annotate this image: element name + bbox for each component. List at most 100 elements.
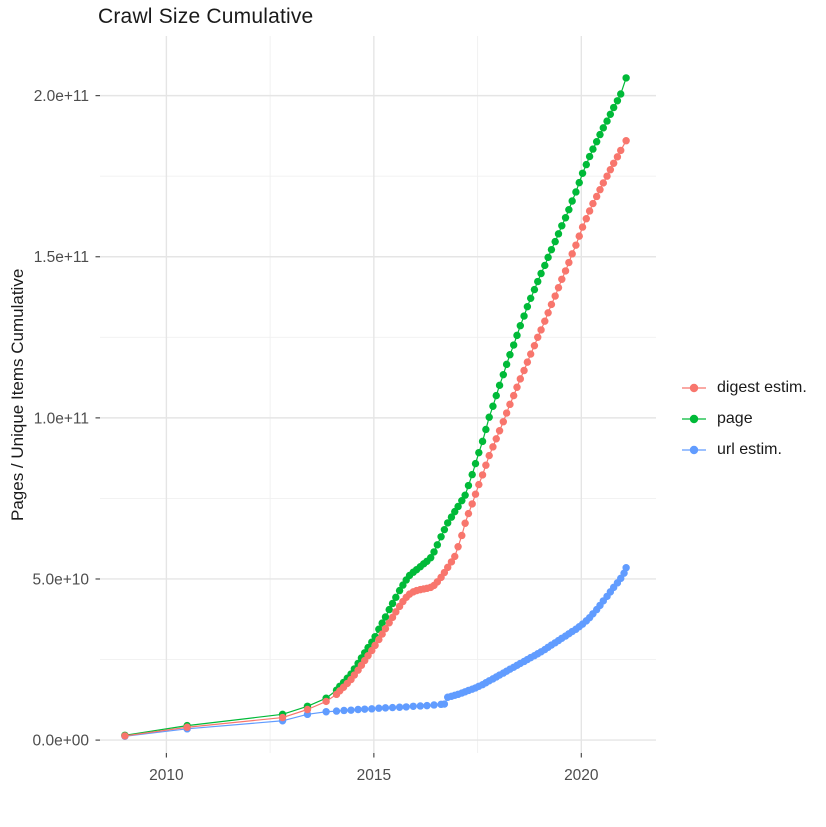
data-point xyxy=(433,541,442,549)
series-line-url-estim xyxy=(124,567,627,737)
axis-ticks xyxy=(95,95,582,758)
data-point xyxy=(551,237,559,246)
data-point xyxy=(544,253,552,262)
data-point xyxy=(485,451,493,460)
data-point xyxy=(499,370,508,379)
data-point xyxy=(322,708,330,716)
data-point xyxy=(561,267,570,275)
data-point xyxy=(392,593,400,602)
data-point xyxy=(332,707,341,715)
data-point xyxy=(568,250,576,258)
data-point xyxy=(378,619,386,627)
data-point xyxy=(347,706,355,714)
data-point xyxy=(551,292,559,300)
data-point xyxy=(617,90,625,98)
data-point xyxy=(561,214,570,222)
data-point xyxy=(578,169,587,177)
data-point xyxy=(392,608,400,616)
data-point xyxy=(495,427,504,435)
data-point xyxy=(388,613,397,622)
data-point xyxy=(589,199,597,208)
data-point xyxy=(409,702,417,710)
data-point xyxy=(609,159,618,167)
data-point xyxy=(478,437,487,446)
data-point xyxy=(589,145,597,153)
data-point xyxy=(278,713,287,722)
data-point xyxy=(547,245,556,254)
data-point xyxy=(430,701,438,709)
data-point xyxy=(464,481,473,490)
series-digest-estim xyxy=(121,137,630,740)
data-point xyxy=(585,207,594,215)
x-tick-label: 2015 xyxy=(357,767,391,784)
data-point xyxy=(375,635,383,644)
data-point xyxy=(516,322,525,330)
data-point xyxy=(558,222,566,230)
data-point xyxy=(492,391,500,400)
legend-key-page-line-dot-icon xyxy=(682,414,706,423)
data-point xyxy=(603,172,611,180)
y-tick-label: 1.5e+11 xyxy=(34,249,89,266)
data-point xyxy=(489,402,497,410)
series-page xyxy=(121,74,630,739)
data-point xyxy=(430,548,438,556)
data-point xyxy=(516,375,525,383)
data-point xyxy=(468,470,476,479)
data-point xyxy=(541,317,549,325)
data-point xyxy=(447,513,456,521)
legend: digest estim. page url estim. xyxy=(681,377,807,460)
data-point xyxy=(440,525,449,534)
data-point xyxy=(183,723,191,731)
data-point xyxy=(622,137,630,145)
data-point xyxy=(361,705,369,713)
data-point xyxy=(575,178,583,187)
data-point xyxy=(440,700,449,708)
data-point xyxy=(454,543,462,551)
data-point xyxy=(568,197,576,205)
data-point xyxy=(572,241,580,249)
data-point xyxy=(526,294,535,303)
data-point xyxy=(613,97,622,105)
data-point xyxy=(617,146,625,155)
data-point xyxy=(364,651,372,660)
data-point xyxy=(464,509,473,518)
data-point xyxy=(475,480,483,489)
data-point xyxy=(444,563,452,572)
data-point xyxy=(375,704,383,712)
data-point xyxy=(513,331,521,340)
data-point xyxy=(426,554,435,562)
y-tick-label: 5.0e+10 xyxy=(33,571,90,588)
legend-label: url estim. xyxy=(717,440,782,458)
gridlines-minor xyxy=(100,36,656,753)
data-point xyxy=(492,435,500,443)
data-point xyxy=(609,103,618,112)
data-point xyxy=(585,152,594,161)
data-point xyxy=(554,283,563,292)
x-axis-tick-labels: 2010 2015 2020 xyxy=(149,767,599,784)
data-point xyxy=(395,586,404,595)
data-point xyxy=(534,333,542,342)
data-point xyxy=(506,351,514,359)
data-point xyxy=(454,502,462,511)
data-point xyxy=(554,230,563,238)
data-point xyxy=(499,418,508,426)
data-point xyxy=(458,496,466,505)
data-point xyxy=(471,459,480,468)
data-point xyxy=(622,564,630,572)
data-point xyxy=(541,261,549,270)
data-point xyxy=(340,706,348,715)
data-point xyxy=(447,558,456,566)
data-point xyxy=(482,425,490,434)
data-point xyxy=(489,443,497,451)
data-point xyxy=(558,275,566,283)
data-point xyxy=(303,705,312,714)
data-point xyxy=(526,350,535,358)
data-point xyxy=(596,130,604,139)
data-point xyxy=(530,285,539,294)
data-point xyxy=(388,703,397,712)
data-point xyxy=(523,358,532,366)
data-point xyxy=(502,360,511,369)
data-point xyxy=(582,160,590,169)
data-point xyxy=(502,409,511,417)
